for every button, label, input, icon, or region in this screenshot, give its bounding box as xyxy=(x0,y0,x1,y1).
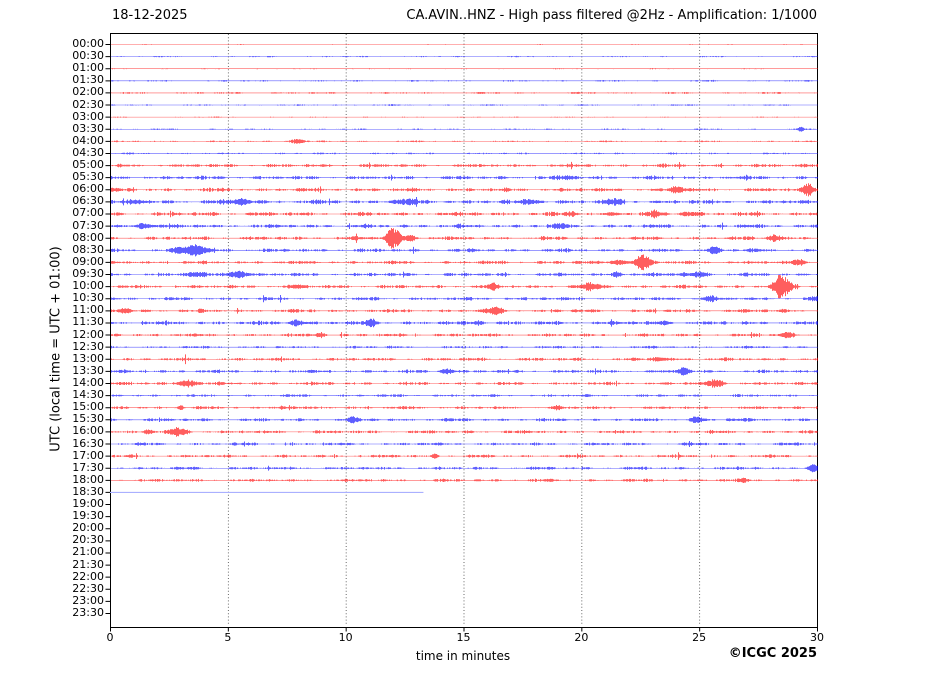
y-tick-label: 07:00 xyxy=(72,206,104,220)
x-tick-label: 0 xyxy=(106,631,114,644)
y-tick-label: 04:30 xyxy=(72,145,104,159)
y-tick-label: 10:30 xyxy=(72,291,104,305)
y-tick-label: 06:00 xyxy=(72,182,104,196)
x-axis-label: time in minutes xyxy=(415,649,511,663)
x-tick-label: 15 xyxy=(456,631,471,644)
y-tick-label: 06:30 xyxy=(72,194,104,208)
y-tick-label: 10:00 xyxy=(72,279,104,293)
x-tick-label: 5 xyxy=(224,631,232,644)
y-tick-label: 21:30 xyxy=(72,557,104,571)
y-tick-label: 09:30 xyxy=(72,267,104,281)
y-tick-label: 08:00 xyxy=(72,230,104,244)
y-tick-label: 13:30 xyxy=(72,363,104,377)
y-tick-label: 03:00 xyxy=(72,109,104,123)
y-tick-label: 01:00 xyxy=(72,61,104,75)
y-tick-label: 22:30 xyxy=(72,581,104,595)
y-tick-label: 16:30 xyxy=(72,436,104,450)
y-tick-label: 20:00 xyxy=(72,521,104,535)
y-tick-label: 13:00 xyxy=(72,351,104,365)
y-tick-label: 00:30 xyxy=(72,49,104,63)
y-tick-label: 19:00 xyxy=(72,497,104,511)
plot-title: CA.AVIN..HNZ - High pass filtered @2Hz -… xyxy=(406,8,817,23)
y-tick-label: 00:00 xyxy=(72,37,104,50)
y-tick-label: 07:30 xyxy=(72,218,104,232)
y-tick-label: 02:00 xyxy=(72,85,104,99)
x-tick-label: 20 xyxy=(574,631,589,644)
y-tick-label: 20:30 xyxy=(72,533,104,547)
y-tick-label: 17:30 xyxy=(72,460,104,474)
y-tick-label: 11:00 xyxy=(72,303,104,317)
y-tick-label: 09:00 xyxy=(72,254,104,268)
y-tick-label: 19:30 xyxy=(72,509,104,523)
x-tick-label: 25 xyxy=(692,631,707,644)
y-tick-label: 17:00 xyxy=(72,448,104,462)
y-tick-label: 05:00 xyxy=(72,158,104,172)
y-tick-label: 16:00 xyxy=(72,424,104,438)
y-tick-label: 08:30 xyxy=(72,242,104,256)
y-tick-label: 15:00 xyxy=(72,400,104,414)
y-tick-label: 12:30 xyxy=(72,339,104,353)
y-tick-label: 14:00 xyxy=(72,375,104,389)
y-tick-label: 23:00 xyxy=(72,593,104,607)
y-tick-label: 01:30 xyxy=(72,73,104,87)
y-tick-label: 02:30 xyxy=(72,97,104,111)
plot-date: 18-12-2025 xyxy=(112,8,188,23)
y-tick-label: 21:00 xyxy=(72,545,104,559)
y-tick-label: 14:30 xyxy=(72,388,104,402)
y-tick-label: 05:30 xyxy=(72,170,104,184)
y-tick-label: 15:30 xyxy=(72,412,104,426)
y-tick-label: 23:30 xyxy=(72,606,104,619)
y-tick-label: 22:00 xyxy=(72,569,104,583)
y-tick-label: 12:00 xyxy=(72,327,104,341)
y-tick-label: 03:30 xyxy=(72,121,104,135)
x-tick-label: 10 xyxy=(338,631,353,644)
x-tick-label: 30 xyxy=(810,631,824,644)
y-tick-label: 18:30 xyxy=(72,484,104,498)
y-tick-label: 11:30 xyxy=(72,315,104,329)
copyright: ©ICGC 2025 xyxy=(728,646,817,661)
y-tick-label: 18:00 xyxy=(72,472,104,486)
y-tick-label: 04:00 xyxy=(72,133,104,147)
